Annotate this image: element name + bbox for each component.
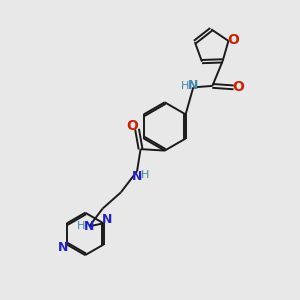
Text: N: N [188, 80, 199, 92]
Text: N: N [132, 170, 142, 183]
Text: O: O [233, 80, 244, 94]
Text: N: N [58, 241, 68, 254]
Text: H: H [77, 221, 85, 231]
Text: H: H [181, 81, 189, 91]
Text: N: N [84, 220, 94, 233]
Text: O: O [227, 33, 239, 47]
Text: O: O [126, 118, 138, 133]
Text: H: H [141, 170, 149, 180]
Text: N: N [102, 213, 112, 226]
